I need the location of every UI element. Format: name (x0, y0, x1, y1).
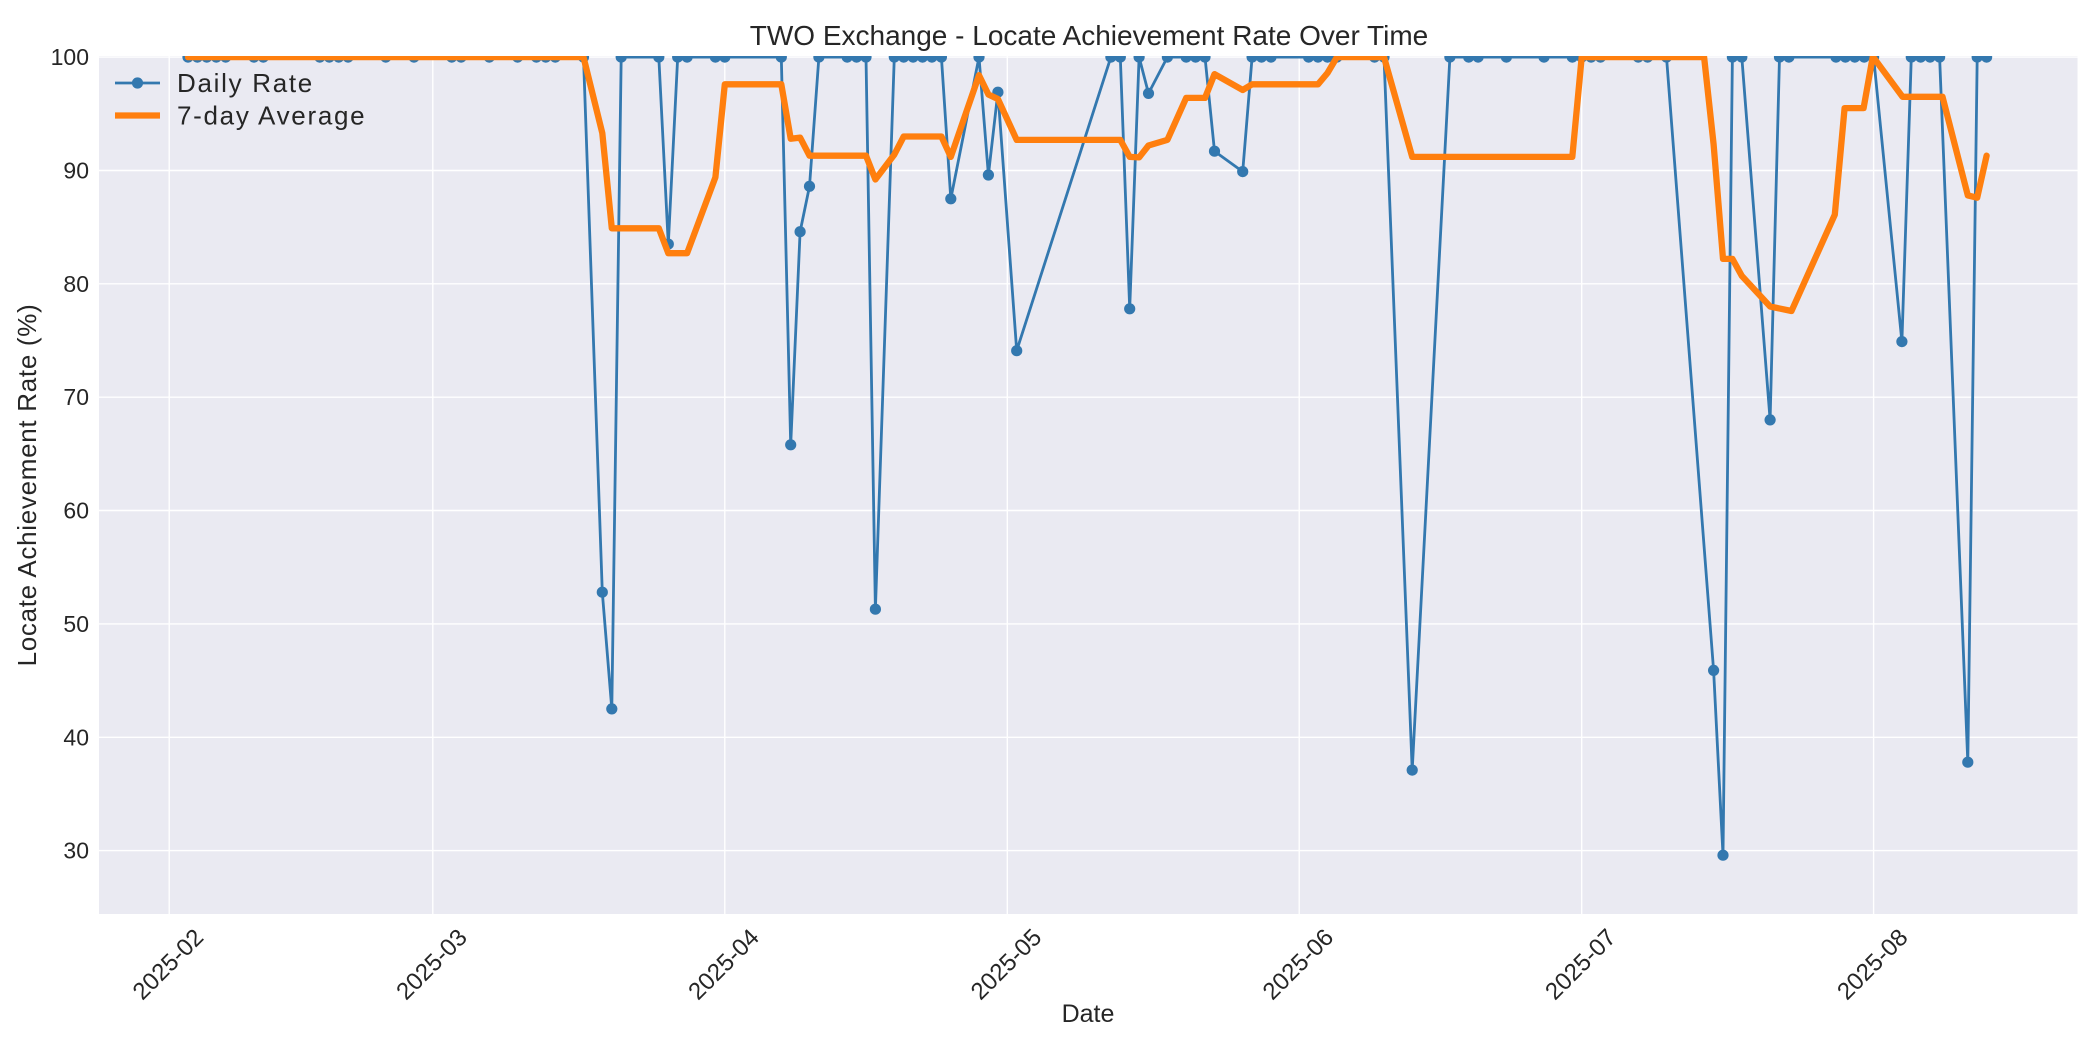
svg-text:TWO Exchange - Locate Achievem: TWO Exchange - Locate Achievement Rate O… (750, 20, 1429, 51)
svg-text:50: 50 (63, 611, 89, 637)
svg-text:90: 90 (63, 158, 89, 184)
svg-text:Daily Rate: Daily Rate (177, 68, 314, 98)
svg-text:70: 70 (63, 384, 89, 410)
svg-text:30: 30 (63, 838, 89, 864)
svg-text:Date: Date (1062, 1000, 1115, 1028)
svg-text:100: 100 (51, 44, 89, 70)
svg-text:60: 60 (63, 498, 89, 524)
svg-text:7-day Average: 7-day Average (177, 101, 366, 131)
svg-text:Locate Achievement Rate (%): Locate Achievement Rate (%) (12, 304, 42, 667)
svg-text:40: 40 (63, 724, 89, 750)
svg-text:80: 80 (63, 271, 89, 297)
